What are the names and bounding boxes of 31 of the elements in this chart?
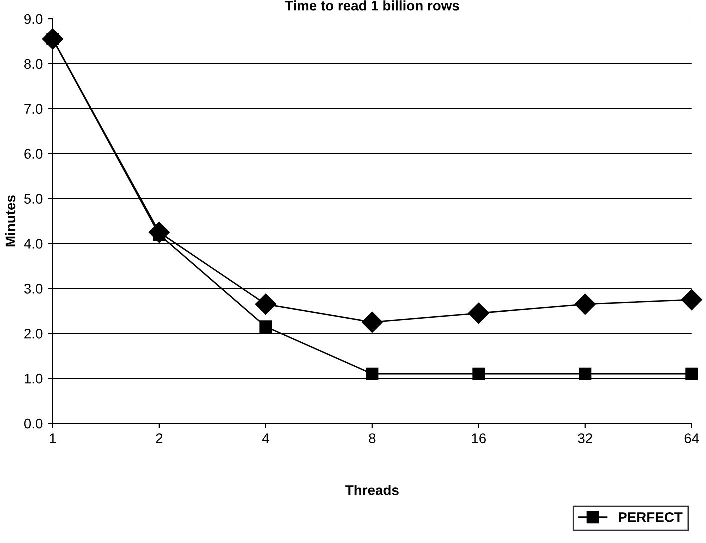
x-axis-title: Threads bbox=[346, 485, 399, 496]
x-tick-label: 16 bbox=[472, 434, 486, 444]
y-tick-label: 3.0 bbox=[24, 284, 43, 294]
point bbox=[260, 320, 272, 334]
point bbox=[681, 289, 702, 310]
point bbox=[255, 294, 276, 315]
point bbox=[468, 302, 490, 324]
y-tick-label: 2.0 bbox=[24, 328, 43, 339]
point bbox=[366, 368, 379, 380]
y-tick-label: 4.0 bbox=[24, 239, 43, 249]
x-tick-label: 4 bbox=[262, 434, 270, 444]
x-tick-label: 2 bbox=[156, 434, 163, 444]
point bbox=[472, 368, 486, 380]
chart-title: Time to read 1 billion rows bbox=[285, 0, 460, 11]
y-axis-title: Minutes bbox=[5, 196, 16, 247]
x-tick-label: 32 bbox=[578, 434, 592, 444]
point bbox=[574, 294, 596, 315]
y-tick-label: 9.0 bbox=[24, 14, 43, 24]
point bbox=[362, 312, 383, 333]
y-tick-label: 6.0 bbox=[24, 149, 43, 160]
x-tick-label: 64 bbox=[684, 434, 700, 444]
point bbox=[686, 368, 698, 380]
point bbox=[579, 368, 592, 380]
y-tick-label: 5.0 bbox=[24, 194, 43, 204]
x-tick-label: 1 bbox=[50, 434, 56, 444]
legend-label: PERFECT bbox=[619, 512, 683, 522]
y-tick-label: 1.0 bbox=[24, 374, 43, 384]
x-tick-label: 8 bbox=[369, 434, 376, 444]
y-tick-label: 0.0 bbox=[24, 418, 43, 429]
y-tick-label: 7.0 bbox=[24, 104, 43, 114]
y-tick-label: 8.0 bbox=[24, 59, 43, 70]
